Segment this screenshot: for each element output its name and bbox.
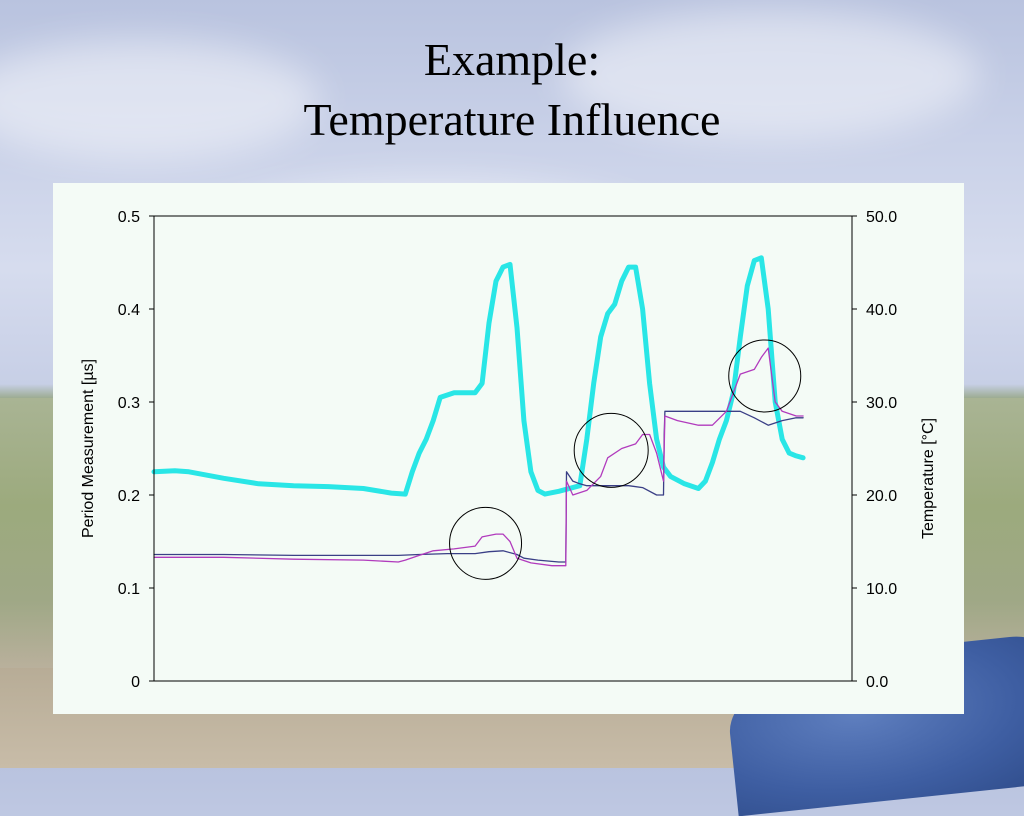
right-axis-tick-label: 0.0 <box>866 674 888 691</box>
period-series-line-period_dark <box>153 410 804 563</box>
left-axis-tick-label: 0.3 <box>118 395 140 412</box>
left-axis-tick-label: 0.4 <box>118 302 140 319</box>
axes-layer: 0 0.1 0.2 0.3 0.4 0.5 0.0 10.0 20.0 30.0 40.0 50.0 <box>118 209 897 691</box>
right-axis-tick-label: 20.0 <box>866 488 897 505</box>
annotation-layer <box>449 339 802 580</box>
chart-panel: 0 0.1 0.2 0.3 0.4 0.5 0.0 10.0 20.0 30.0 40.0 50.0 … <box>53 183 964 714</box>
right-axis-label: Temperature [°C] <box>920 418 937 539</box>
right-axis-tick-label: 10.0 <box>866 581 897 598</box>
right-axis-tick-label: 40.0 <box>866 302 897 319</box>
cloud-decoration <box>560 10 980 140</box>
cloud-decoration <box>0 40 320 160</box>
slide-title: Example: Temperature Influence <box>0 30 1024 150</box>
period-series-line-period_magenta <box>153 347 804 567</box>
annotation-circle <box>573 412 649 488</box>
series-layer <box>151 255 806 567</box>
left-axis-tick-label: 0.5 <box>118 209 140 226</box>
right-axis-tick-label: 50.0 <box>866 209 897 226</box>
temperature-series-line <box>151 255 806 497</box>
plot-area-frame <box>153 215 853 682</box>
annotation-circle <box>728 339 802 413</box>
title-line-2: Temperature Influence <box>303 94 721 145</box>
left-axis-tick-label: 0.1 <box>118 581 140 598</box>
title-line-1: Example: <box>423 34 601 85</box>
left-axis-label: Period Measurement [µs] <box>80 359 97 538</box>
left-axis-tick-label: 0.2 <box>118 488 140 505</box>
temperature-period-chart: 00.10.20.30.40.50.010.020.030.040.050.0 … <box>80 209 937 691</box>
right-axis-tick-label: 30.0 <box>866 395 897 412</box>
left-axis-tick-label: 0 <box>131 674 140 691</box>
annotation-circle <box>449 506 523 580</box>
